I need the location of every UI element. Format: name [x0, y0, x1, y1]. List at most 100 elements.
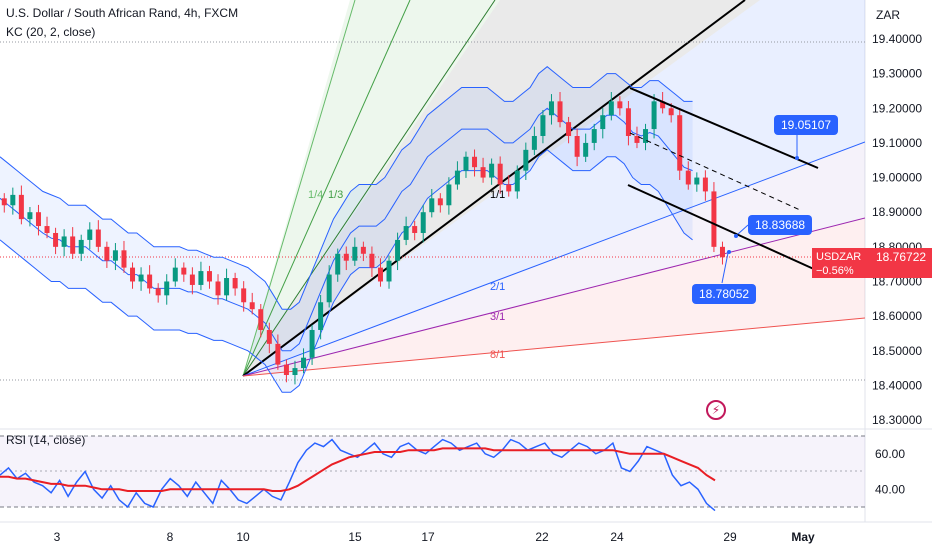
candle-body: [668, 108, 674, 116]
candle-body: [412, 226, 418, 233]
time-axis: 3 8 10 15 17 22 24 29 May: [54, 530, 815, 544]
candle-body: [480, 167, 486, 178]
candle-body: [198, 271, 204, 285]
fan-line-1-2: [242, 0, 496, 377]
candle-body: [386, 260, 392, 282]
candle-body: [497, 163, 503, 185]
candle-body: [557, 101, 563, 123]
candle-body: [463, 156, 469, 171]
keltner-lower: [0, 149, 693, 393]
fan-line-2-1: [242, 141, 865, 377]
candle-body: [147, 274, 153, 289]
fan-region-blue: [243, 0, 865, 376]
callout-anchor-3: [727, 250, 731, 254]
callout-18-83688[interactable]: 18.83688: [748, 215, 813, 235]
candle-body: [155, 288, 161, 296]
candle-body: [395, 239, 401, 261]
candle-body: [574, 135, 580, 157]
candle-body: [531, 135, 537, 150]
candle-body: [95, 229, 101, 247]
candle-body: [309, 329, 315, 358]
candle-body: [437, 198, 443, 206]
candle-body: [266, 329, 272, 344]
candle-body: [719, 246, 725, 258]
time-tick-label: 10: [236, 530, 250, 544]
candle-body: [548, 101, 554, 116]
candle-body: [514, 170, 520, 192]
symbol-tag: USDZAR −0.56%: [812, 248, 868, 278]
candle-body: [429, 198, 435, 213]
callout-18-78052[interactable]: 18.78052: [692, 284, 757, 304]
keltner-legend[interactable]: KC (20, 2, close): [6, 25, 96, 39]
time-tick-label: 8: [167, 530, 174, 544]
candle-body: [10, 194, 16, 206]
candle-body: [215, 281, 221, 296]
candle-body: [600, 115, 606, 130]
candle-body: [78, 239, 84, 254]
candle-body: [241, 288, 247, 303]
candle-body: [318, 302, 324, 330]
candle-body: [224, 278, 230, 296]
candle-body: [18, 194, 24, 220]
time-tick-label: 22: [535, 530, 549, 544]
currency-label[interactable]: ZAR: [876, 8, 900, 22]
rsi-ma-line: [0, 447, 716, 492]
price-tick-label: 19.10000: [872, 136, 922, 150]
price-tick-label: 18.60000: [872, 309, 922, 323]
candle-body: [489, 163, 495, 178]
rsi-tick-label: 60.00: [875, 447, 905, 461]
candle-body: [27, 212, 33, 220]
candle-body: [446, 184, 452, 206]
time-tick-label: 3: [54, 530, 61, 544]
candle-body: [677, 115, 683, 171]
candle-body: [138, 274, 144, 282]
candle-body: [369, 253, 375, 268]
rsi-axis: 60.00 40.00: [875, 447, 905, 497]
callout-19-05107[interactable]: 19.05107: [774, 115, 839, 135]
candle-body: [651, 101, 657, 130]
fan-label-1-3: 1/3: [328, 189, 343, 201]
candle-body: [566, 122, 572, 136]
fan-label-8-1: 8/1: [490, 349, 505, 361]
candle-body: [44, 226, 50, 233]
channel-mid-line: [629, 132, 801, 211]
time-tick-label: 24: [610, 530, 624, 544]
last-price-tag: 18.76722: [868, 248, 932, 278]
symbol-change: −0.56%: [816, 265, 854, 277]
time-tick-label: 29: [723, 530, 737, 544]
price-tick-label: 18.50000: [872, 344, 922, 358]
candle-body: [232, 278, 238, 289]
candle-body: [189, 274, 195, 285]
candle-body: [583, 142, 589, 157]
candle-body: [292, 368, 298, 376]
candles-group: [1, 91, 725, 385]
candle-body: [634, 135, 640, 143]
price-tick-label: 18.90000: [872, 205, 922, 219]
candle-body: [301, 357, 307, 369]
callout-connector-2: [737, 224, 749, 235]
candle-body: [112, 250, 118, 261]
candle-body: [181, 267, 187, 275]
lightning-icon[interactable]: ⚡: [706, 400, 726, 420]
chart-title: U.S. Dollar / South African Rand, 4h, FX…: [6, 6, 239, 20]
channel-lower-line: [627, 184, 817, 271]
candle-body: [172, 267, 178, 282]
candle-body: [625, 108, 631, 136]
keltner-upper: [0, 66, 693, 310]
candle-body: [377, 267, 383, 282]
candle-body: [711, 191, 717, 247]
candle-body: [35, 212, 41, 227]
candle-body: [472, 156, 478, 168]
candle-body: [591, 129, 597, 143]
price-tick-label: 19.00000: [872, 171, 922, 185]
candle-body: [249, 302, 255, 310]
candle-body: [53, 232, 59, 247]
price-tick-label: 18.40000: [872, 378, 922, 392]
candle-body: [335, 253, 341, 275]
fan-region-gray: [243, 0, 760, 376]
keltner-fill: [0, 66, 693, 393]
price-tick-label: 19.20000: [872, 101, 922, 115]
rsi-legend[interactable]: RSI (14, close): [6, 433, 86, 447]
fan-label-1-4: 1/4: [308, 189, 323, 201]
time-tick-label: 17: [421, 530, 435, 544]
